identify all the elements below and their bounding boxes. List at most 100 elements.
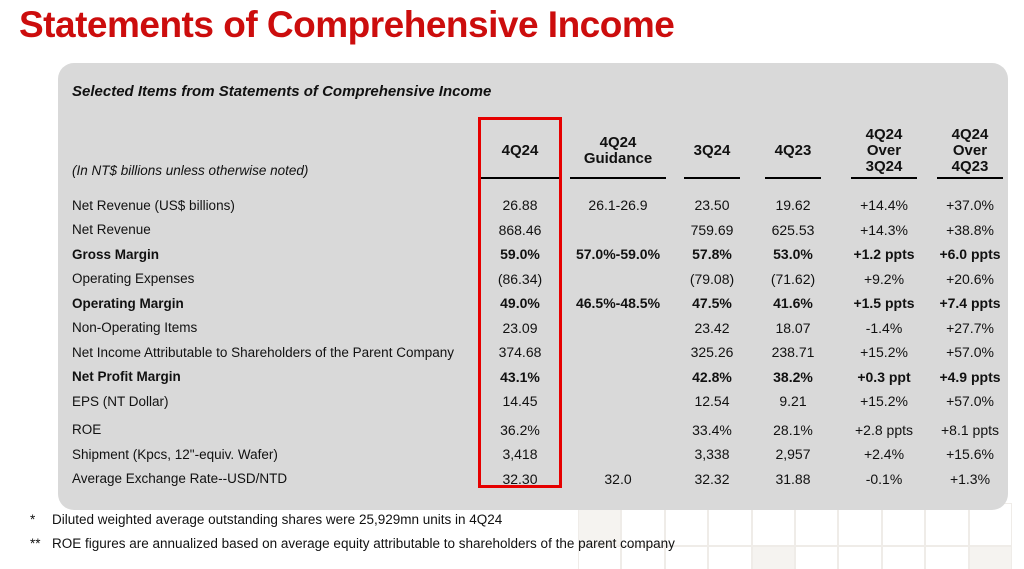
cell-value: 625.53 [771,221,815,238]
column-header-underline [684,177,740,179]
cell-value: +2.4% [863,446,905,463]
cell-value: 42.8% [692,368,732,385]
cell-value: 32.30 [502,470,538,487]
cell-value: 28.1% [773,421,813,438]
cell-value: 2,957 [775,446,811,463]
table-row: Net Profit Margin 43.1% 42.8% 38.2% +0.3 ppt… [58,365,1008,390]
column-header-4q24: 4Q24 [478,127,562,179]
cell-value: 49.0% [500,295,540,312]
column-header-4q24-over-3q24: 4Q24 Over 3Q24 [836,127,932,179]
background-grid-cell [881,546,926,569]
row-label: Operating Margin [72,295,184,311]
table-row: Net Income Attributable to Shareholders … [58,340,1008,365]
column-header-line: 4Q24 [951,126,989,143]
row-label: Net Income Attributable to Shareholders … [72,344,454,360]
footnotes: * Diluted weighted average outstanding sh… [30,512,930,560]
table-row: Net Revenue 868.46 759.69 625.53 +14.3% +38.8… [58,218,1008,243]
cell-value: +20.6% [946,270,994,287]
cell-value: (86.34) [497,270,543,287]
cell-value: 31.88 [775,470,811,487]
cell-value: 36.2% [500,421,540,438]
column-header-4q23: 4Q23 [750,127,836,179]
table-row: Average Exchange Rate--USD/NTD 32.30 32.0 3… [58,467,1008,492]
footnote-text: ROE figures are annualized based on aver… [52,536,675,551]
cell-value: +6.0 ppts [939,246,1001,263]
cell-value: 26.88 [502,197,538,214]
background-grid-cell [621,546,665,569]
background-grid-cell [708,546,752,569]
cell-value: +8.1 ppts [941,421,999,438]
table-body: Net Revenue (US$ billions) 26.88 26.1-26.9… [58,193,1008,491]
cell-value: +27.7% [946,319,994,336]
cell-value: 47.5% [692,295,732,312]
cell-value: 238.71 [771,344,815,361]
column-header-underline [765,177,821,179]
row-label: Gross Margin [72,246,160,262]
table-row: Net Revenue (US$ billions) 26.88 26.1-26.9… [58,193,1008,218]
cell-value: 868.46 [498,221,542,238]
background-grid-cell [794,546,839,569]
cell-value: +9.2% [863,270,905,287]
cell-value: +15.2% [860,344,908,361]
page-title: Statements of Comprehensive Income [19,4,675,45]
cell-value: 41.6% [773,295,813,312]
cell-value: +0.3 ppt [857,368,911,385]
cell-value: 325.26 [690,344,734,361]
cell-value: +1.2 ppts [853,246,915,263]
background-grid-cell [968,546,1012,569]
header-label-spacer [58,127,478,179]
cell-value: +14.4% [860,197,908,214]
column-header-line: 3Q24 [693,142,731,159]
cell-value: 14.45 [502,393,538,410]
column-header-line: 4Q23 [951,158,989,175]
background-grid-cell [838,546,882,569]
background-grid-cell [751,546,795,569]
cell-value: (79.08) [689,270,735,287]
cell-value: +37.0% [946,197,994,214]
row-label: Operating Expenses [72,271,195,287]
table-row: Operating Margin 49.0% 46.5%-48.5% 47.5% 41.… [58,291,1008,316]
table-row: EPS (NT Dollar) 14.45 12.54 9.21 +15.2% +57.0… [58,389,1008,414]
cell-value: +57.0% [946,393,994,410]
cell-value: +1.5 ppts [853,295,915,312]
table-subtitle: Selected Items from Statements of Compre… [72,83,492,100]
table-header-row: 4Q24 4Q24 Guidance 3Q24 4Q23 4Q24 Over 3Q24 4Q24… [58,127,1008,179]
cell-value: +15.2% [860,393,908,410]
cell-value: (71.62) [770,270,816,287]
cell-value: 18.07 [775,319,811,336]
cell-value: 19.62 [775,197,811,214]
footnote-marker: * [30,512,36,527]
cell-value: 3,418 [502,446,538,463]
cell-value: 23.42 [694,319,730,336]
row-label: Non-Operating Items [72,320,198,336]
column-header-line: 4Q23 [774,142,812,159]
column-header-line: 4Q24 [865,126,903,143]
cell-value: 59.0% [500,246,540,263]
cell-value: 38.2% [773,368,813,385]
column-header-line: Over [952,142,988,159]
column-header-4q24-guidance: 4Q24 Guidance [562,127,674,179]
cell-value: 9.21 [779,393,807,410]
cell-value: +14.3% [860,221,908,238]
column-header-line: Guidance [583,150,653,167]
cell-value: 57.8% [692,246,732,263]
table-row: Operating Expenses (86.34) (79.08) (71.62) +… [58,267,1008,292]
column-header-line: 3Q24 [865,158,903,175]
column-header-line: 4Q24 [599,134,637,151]
table-panel: Selected Items from Statements of Compre… [58,63,1008,510]
footnote-marker: ** [30,536,41,551]
cell-value: +2.8 ppts [855,421,913,438]
cell-value: +38.8% [946,221,994,238]
footnote-text: Diluted weighted average outstanding sha… [52,512,503,527]
background-grid-cell [664,546,709,569]
cell-value: -1.4% [865,319,903,336]
column-header-4q24-over-4q23: 4Q24 Over 4Q23 [932,127,1008,179]
cell-value: 23.50 [694,197,730,214]
cell-value: 26.1-26.9 [588,197,648,214]
footnote: ** ROE figures are annualized based on av… [30,536,930,551]
cell-value: 32.0 [604,470,632,487]
cell-value: +15.6% [946,446,994,463]
cell-value: 32.32 [694,470,730,487]
cell-value: +57.0% [946,344,994,361]
